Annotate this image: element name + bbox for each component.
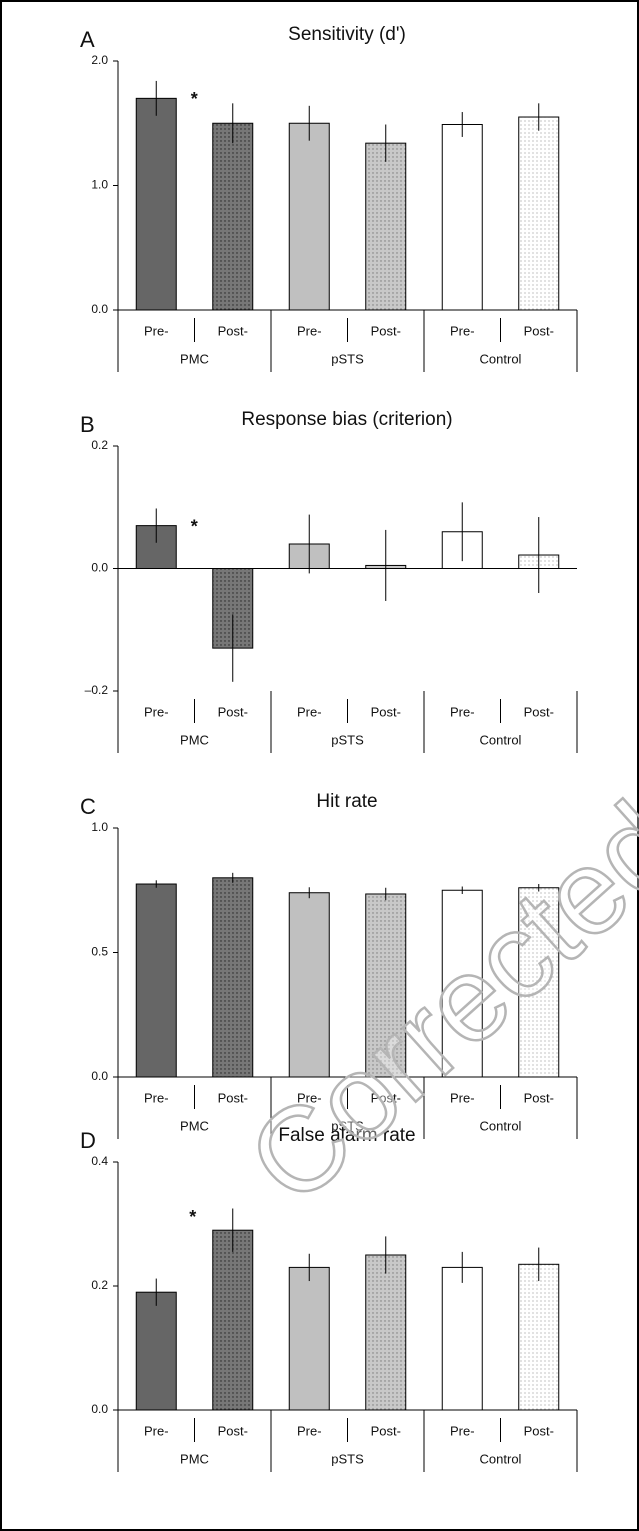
x-tick-label: Post- <box>524 1090 554 1105</box>
bar <box>441 1266 483 1411</box>
group-label: Control <box>480 732 522 747</box>
bar <box>518 887 560 1078</box>
x-tick-label: Post- <box>218 1423 248 1438</box>
bar <box>135 883 177 1078</box>
panel-letter: C <box>80 794 96 819</box>
x-tick-label: Pre- <box>450 1423 475 1438</box>
bar <box>441 123 483 311</box>
bar <box>212 122 254 311</box>
y-tick-label: 0.0 <box>91 302 108 316</box>
group-label: PMC <box>180 732 209 747</box>
bar <box>365 1254 407 1411</box>
bar <box>135 97 177 311</box>
x-tick-label: Pre- <box>144 323 169 338</box>
bar <box>135 1291 177 1411</box>
x-tick-label: Pre- <box>450 323 475 338</box>
y-tick-label: 0.2 <box>91 1278 108 1292</box>
x-tick-label: Post- <box>371 323 401 338</box>
x-tick-label: Pre- <box>297 1090 322 1105</box>
x-tick-label: Pre- <box>450 1090 475 1105</box>
significance-marker: * <box>189 1207 196 1227</box>
bar <box>365 893 407 1078</box>
y-tick-label: 0.0 <box>91 1069 108 1083</box>
x-tick-label: Pre- <box>144 704 169 719</box>
group-label: Control <box>480 1451 522 1466</box>
bar <box>212 877 254 1078</box>
y-tick-label: 0.4 <box>91 1154 108 1168</box>
y-tick-label: 0.0 <box>91 561 108 575</box>
panel-letter: D <box>80 1128 96 1153</box>
y-tick-label: –0.2 <box>85 683 109 697</box>
group-label: pSTS <box>331 1451 364 1466</box>
y-tick-label: 1.0 <box>91 178 108 192</box>
x-tick-label: Post- <box>218 1090 248 1105</box>
watermark: Corrected <box>223 777 639 1229</box>
x-tick-label: Post- <box>524 1423 554 1438</box>
chart-title: Sensitivity (d') <box>288 24 406 45</box>
group-label: Control <box>480 351 522 366</box>
bar <box>288 1266 330 1411</box>
bar <box>212 1229 254 1411</box>
group-label: pSTS <box>331 732 364 747</box>
group-label: PMC <box>180 351 209 366</box>
group-label: Control <box>480 1118 522 1133</box>
bar <box>288 122 330 311</box>
bar <box>288 892 330 1078</box>
x-tick-label: Post- <box>371 704 401 719</box>
x-tick-label: Post- <box>524 323 554 338</box>
x-tick-label: Pre- <box>450 704 475 719</box>
y-tick-label: 2.0 <box>91 53 108 67</box>
x-tick-label: Pre- <box>297 1423 322 1438</box>
chart-title: Hit rate <box>316 791 377 812</box>
bar <box>518 116 560 311</box>
x-tick-label: Post- <box>218 704 248 719</box>
y-tick-label: 0.2 <box>91 438 108 452</box>
y-tick-label: 1.0 <box>91 820 108 834</box>
y-tick-label: 0.5 <box>91 945 108 959</box>
significance-marker: * <box>191 89 198 109</box>
group-label: pSTS <box>331 1118 364 1133</box>
group-label: pSTS <box>331 351 364 366</box>
panel-letter: A <box>80 27 95 52</box>
x-tick-label: Post- <box>371 1090 401 1105</box>
x-tick-label: Post- <box>218 323 248 338</box>
y-tick-label: 0.0 <box>91 1402 108 1416</box>
x-tick-label: Pre- <box>144 1090 169 1105</box>
bar <box>518 1263 560 1411</box>
chart-title: Response bias (criterion) <box>241 409 452 430</box>
x-tick-label: Post- <box>524 704 554 719</box>
x-tick-label: Pre- <box>297 323 322 338</box>
group-label: PMC <box>180 1451 209 1466</box>
panel-letter: B <box>80 412 95 437</box>
x-tick-label: Pre- <box>297 704 322 719</box>
chart-title: False alarm rate <box>278 1125 415 1146</box>
x-tick-label: Post- <box>371 1423 401 1438</box>
bar <box>365 142 407 311</box>
significance-marker: * <box>191 516 198 536</box>
group-label: PMC <box>180 1118 209 1133</box>
x-tick-label: Pre- <box>144 1423 169 1438</box>
